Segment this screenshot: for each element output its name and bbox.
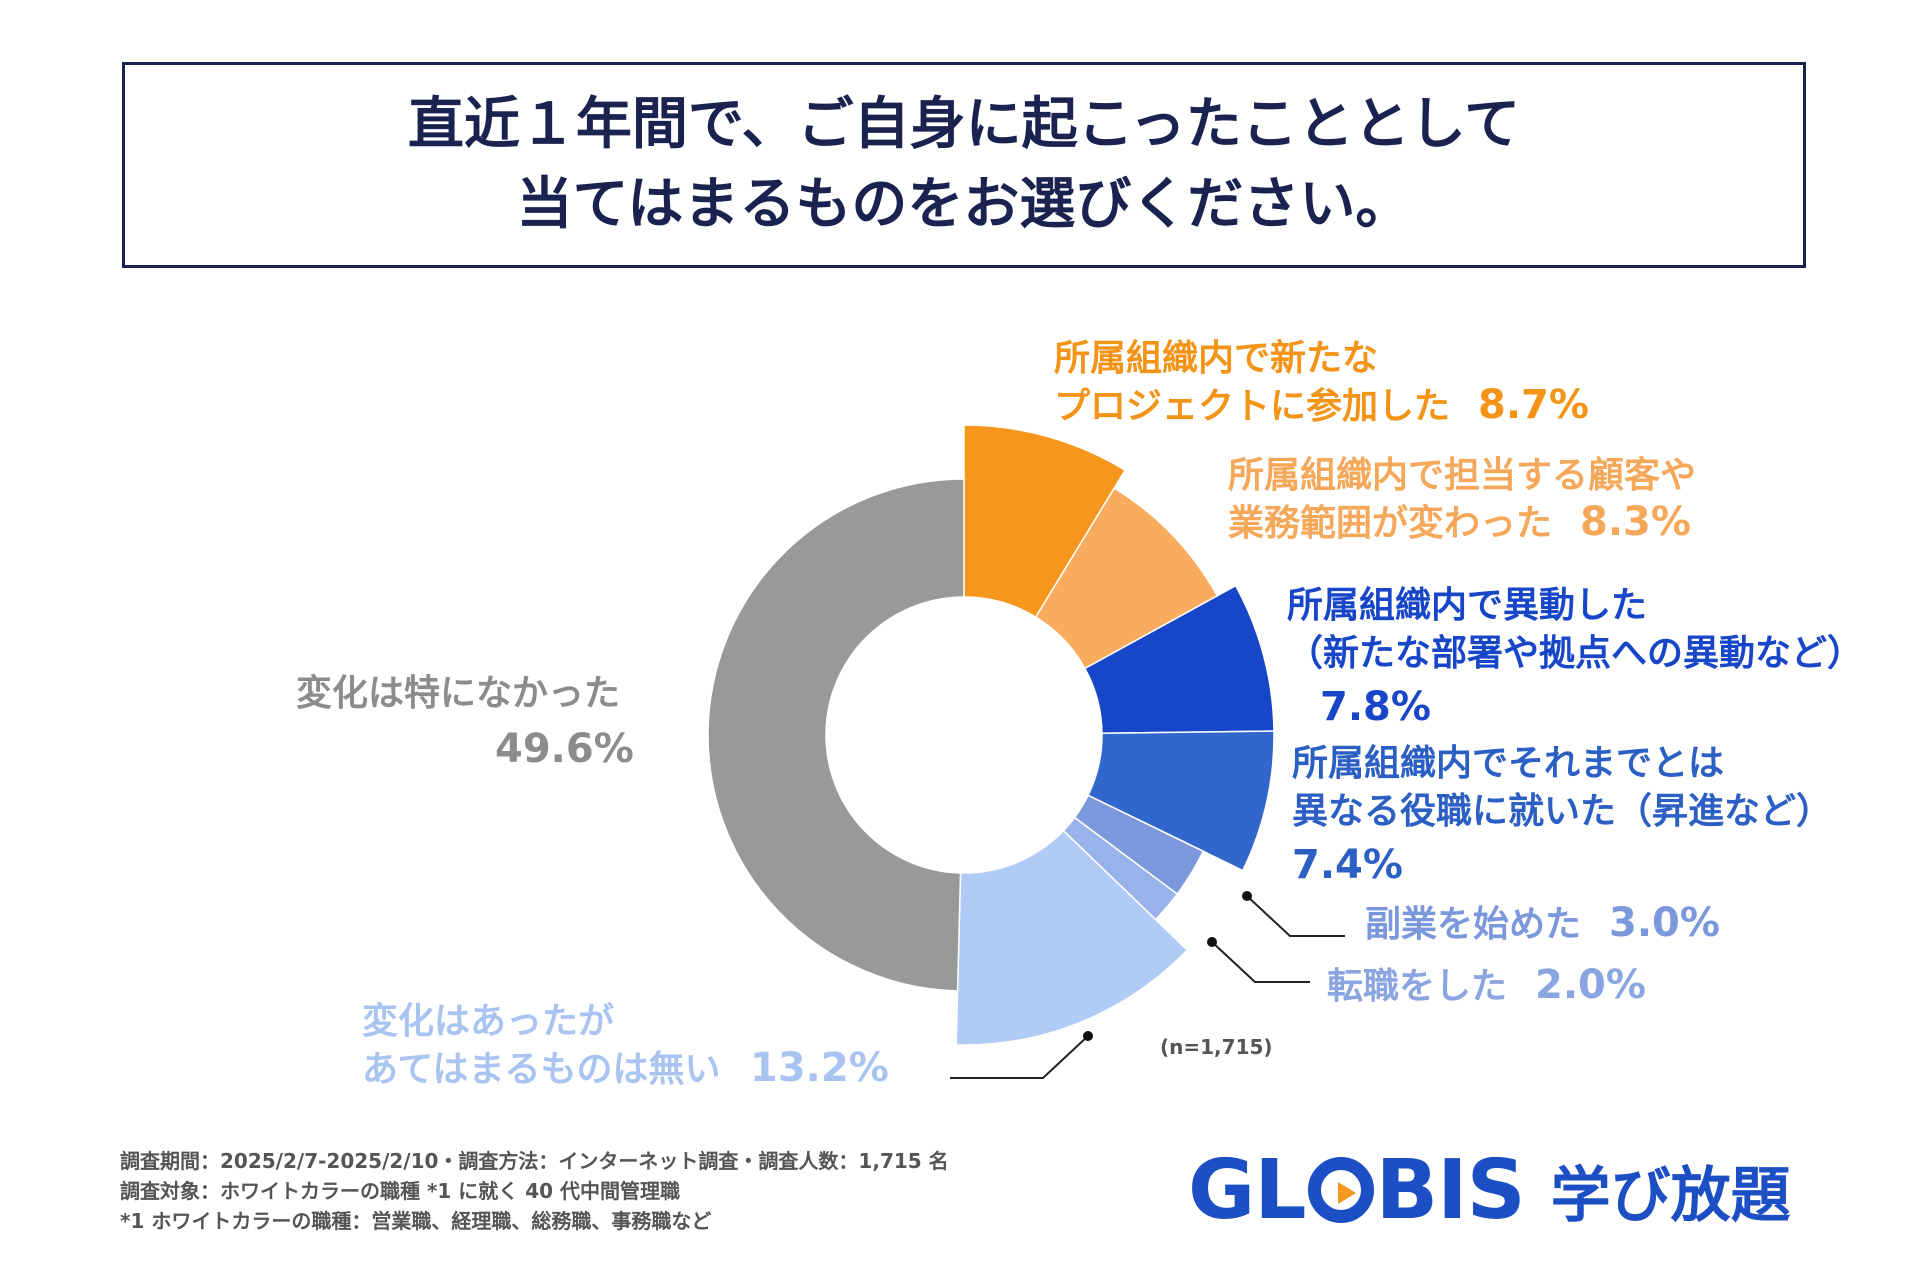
slice-value-label: 13.2% xyxy=(750,1045,889,1091)
footnote-line-1: 調査期間：2025/2/7-2025/2/10・調査方法：インターネット調査・調… xyxy=(120,1149,949,1173)
slice-label-line: 変化はあったが xyxy=(362,1000,614,1042)
survey-footnote: 調査期間：2025/2/7-2025/2/10・調査方法：インターネット調査・調… xyxy=(120,1146,949,1236)
slice-label-line: あてはまるものは無い xyxy=(362,1049,721,1090)
logo-wordmark: GL BIS xyxy=(1188,1142,1526,1238)
donut-slice xyxy=(707,478,965,992)
logo-word-start: GL xyxy=(1188,1142,1307,1238)
globis-logo: GL BIS 学び放題 xyxy=(1188,1140,1791,1240)
footnote-line-3: *1 ホワイトカラーの職種：営業職、経理職、総務職、事務職など xyxy=(120,1209,712,1233)
title-box: 直近１年間で、ご自身に起こったこととして 当てはまるものをお選びください。 xyxy=(122,62,1806,268)
slice-label-line: 変化は特になかった xyxy=(296,672,620,714)
slice-value-label: 49.6% xyxy=(495,726,634,772)
slice-label-line: プロジェクトに参加した xyxy=(1054,386,1450,427)
donut-slice xyxy=(963,424,1127,619)
leader-line xyxy=(950,1035,1089,1079)
slice-label-line: 所属組織内で担当する顧客や xyxy=(1228,455,1696,496)
leader-dot xyxy=(1242,891,1252,901)
slice-label-line: 所属組織内でそれまでとは xyxy=(1292,743,1724,784)
slice-label-line: 業務範囲が変わった xyxy=(1228,502,1552,544)
title-line-2: 当てはまるものをお選びください。 xyxy=(516,172,1412,237)
slice-value-label: 2.0% xyxy=(1535,962,1646,1008)
donut-slice xyxy=(1087,730,1275,872)
slice-value-label: 7.4% xyxy=(1292,842,1403,888)
logo-subtitle: 学び放題 xyxy=(1550,1160,1791,1231)
slice-label-line: 所属組織内で異動した xyxy=(1287,585,1647,626)
leader-dot xyxy=(1207,937,1217,947)
slice-value-label: 8.3% xyxy=(1580,499,1691,545)
slice-label-line: 転職をした xyxy=(1327,966,1507,1007)
leader-dot xyxy=(1083,1031,1093,1041)
slice-label-line: 副業を始めた xyxy=(1365,904,1581,945)
sample-size-note: (n=1,715) xyxy=(1160,1035,1273,1059)
slice-value-label: 7.8% xyxy=(1320,684,1431,730)
donut-slice xyxy=(955,829,1189,1046)
logo-word-end: BIS xyxy=(1375,1142,1526,1238)
leader-line xyxy=(1211,941,1310,983)
footnote-line-2: 調査対象：ホワイトカラーの職種 *1 に就く 40 代中間管理職 xyxy=(120,1179,681,1203)
slice-value-label: 8.7% xyxy=(1478,382,1589,428)
leader-line xyxy=(1246,895,1345,937)
slice-label-line: （新たな部署や拠点への異動など） xyxy=(1287,633,1863,674)
title-line-1: 直近１年間で、ご自身に起こったこととして xyxy=(407,92,1521,157)
logo-play-icon xyxy=(1307,1157,1374,1223)
slice-value-label: 3.0% xyxy=(1609,900,1720,946)
slice-label-line: 所属組織内で新たな xyxy=(1054,338,1378,379)
slice-label-line: 異なる役職に就いた（昇進など） xyxy=(1292,791,1832,832)
